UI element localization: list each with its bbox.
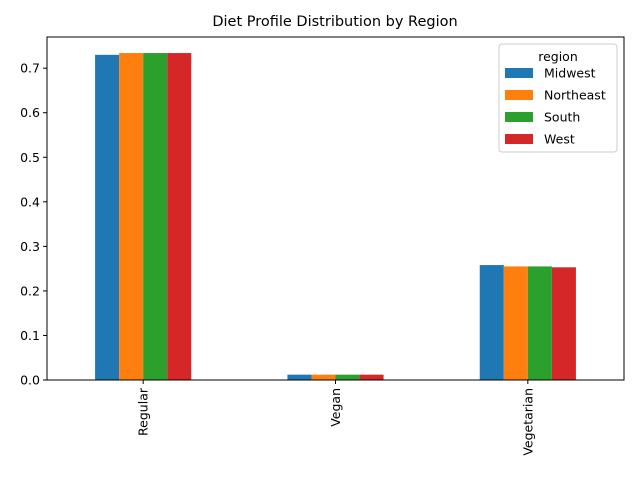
legend-label-south: South (544, 110, 580, 125)
bar-west-vegan (359, 374, 384, 380)
y-tick-label: 0.5 (20, 150, 40, 165)
bar-south-vegetarian (527, 266, 552, 380)
bar-west-vegetarian (551, 267, 576, 380)
bar-south-regular (143, 53, 168, 380)
legend-swatch-south (505, 112, 533, 122)
y-tick-label: 0.6 (20, 105, 40, 120)
bar-northeast-vegan (311, 374, 336, 380)
bar-midwest-regular (95, 54, 120, 380)
legend-label-midwest: Midwest (544, 66, 596, 81)
y-tick-label: 0.0 (20, 373, 40, 388)
x-axis-ticks: Regular Vegan Vegetarian (136, 380, 535, 456)
bars-group (95, 53, 576, 380)
bar-west-regular (167, 53, 192, 380)
legend-swatch-northeast (505, 90, 533, 100)
bar-northeast-regular (119, 53, 144, 380)
bar-midwest-vegetarian (479, 265, 504, 380)
legend-title: region (538, 49, 578, 64)
x-tick-label-vegan: Vegan (328, 388, 343, 427)
bar-south-vegan (335, 374, 360, 380)
y-axis-ticks: 0.0 0.1 0.2 0.3 0.4 0.5 0.6 0.7 (20, 61, 47, 388)
y-tick-label: 0.7 (20, 61, 40, 76)
y-tick-label: 0.1 (20, 328, 40, 343)
plot-frame (46, 36, 625, 381)
legend-label-west: West (544, 132, 575, 147)
bar-northeast-vegetarian (503, 266, 528, 380)
y-tick-label: 0.3 (20, 239, 40, 254)
chart-title: Diet Profile Distribution by Region (212, 14, 457, 30)
legend-swatch-midwest (505, 68, 533, 78)
legend: region Midwest Northeast South West (498, 43, 618, 153)
x-tick-label-regular: Regular (136, 387, 151, 436)
legend-label-northeast: Northeast (544, 88, 606, 103)
y-tick-label: 0.4 (20, 194, 40, 209)
legend-swatch-west (505, 134, 533, 144)
y-tick-label: 0.2 (20, 283, 40, 298)
x-tick-label-vegetarian: Vegetarian (520, 388, 535, 456)
bar-midwest-vegan (287, 374, 312, 380)
